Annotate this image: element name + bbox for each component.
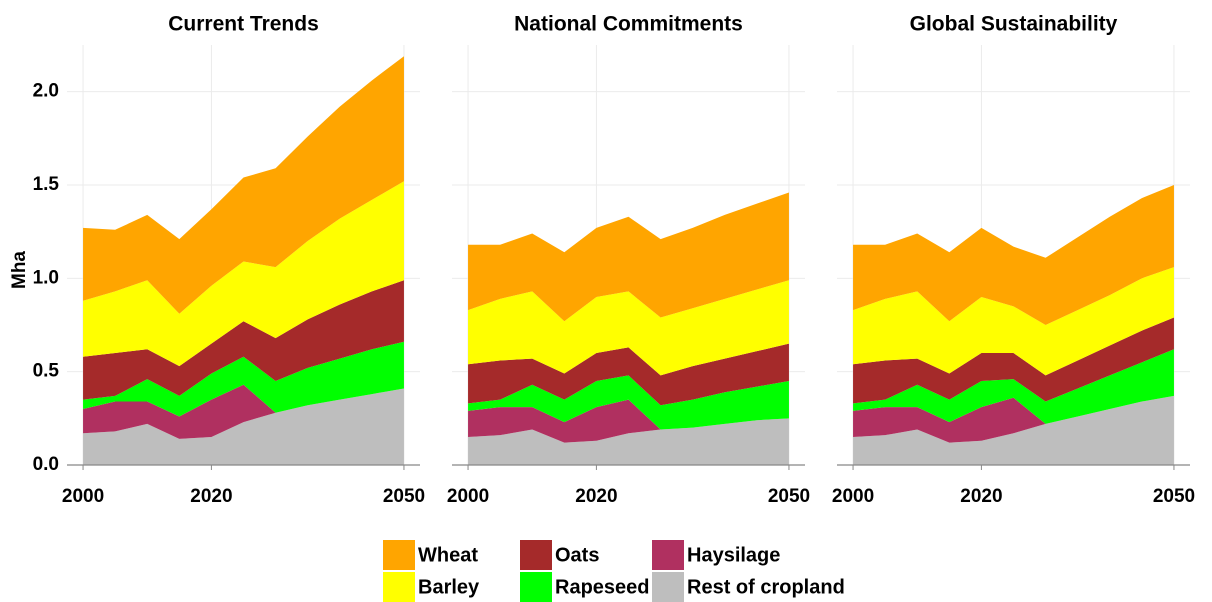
y-tick-label: 0.5 xyxy=(33,361,60,382)
x-tick-label: 2020 xyxy=(575,486,617,507)
panel-title: National Commitments xyxy=(514,13,743,36)
legend-swatch xyxy=(652,540,684,570)
x-tick-label: 2000 xyxy=(832,486,874,507)
area xyxy=(853,317,1174,404)
x-tick-label: 2020 xyxy=(960,486,1002,507)
x-tick-label: 2050 xyxy=(1153,486,1195,507)
legend-swatch xyxy=(383,572,415,602)
area xyxy=(853,395,1174,443)
area xyxy=(468,280,789,376)
panel-title: Global Sustainability xyxy=(910,13,1118,36)
legend-swatch xyxy=(652,572,684,602)
area xyxy=(83,384,404,439)
legend-swatch xyxy=(520,540,552,570)
y-tick-label: 1.5 xyxy=(33,174,60,195)
area xyxy=(83,280,404,400)
area xyxy=(83,181,404,367)
area xyxy=(853,395,1174,465)
legend-label: Rapeseed xyxy=(555,576,650,598)
area xyxy=(468,399,789,443)
area xyxy=(853,267,1174,376)
legend-label: Haysilage xyxy=(687,544,780,566)
legend-swatch xyxy=(383,540,415,570)
legend-label: Oats xyxy=(555,544,599,566)
x-tick-label: 2050 xyxy=(383,486,425,507)
area xyxy=(468,418,789,465)
area xyxy=(853,185,1174,325)
area xyxy=(853,349,1174,424)
area xyxy=(468,192,789,322)
panel-title: Current Trends xyxy=(168,13,319,36)
legend-label: Wheat xyxy=(418,544,478,566)
x-tick-label: 2000 xyxy=(447,486,489,507)
x-tick-label: 2020 xyxy=(190,486,232,507)
y-tick-label: 2.0 xyxy=(33,81,59,102)
x-tick-label: 2050 xyxy=(768,486,810,507)
area xyxy=(83,388,404,465)
legend-swatch xyxy=(520,572,552,602)
area xyxy=(468,343,789,406)
area xyxy=(83,341,404,417)
area xyxy=(468,375,789,430)
y-tick-label: 0.0 xyxy=(33,454,59,475)
y-tick-label: 1.0 xyxy=(33,267,59,288)
y-axis-label: Mha xyxy=(9,251,30,289)
legend-label: Barley xyxy=(418,576,480,598)
x-tick-label: 2000 xyxy=(62,486,104,507)
legend-label: Rest of cropland xyxy=(687,576,845,598)
area xyxy=(83,56,404,314)
